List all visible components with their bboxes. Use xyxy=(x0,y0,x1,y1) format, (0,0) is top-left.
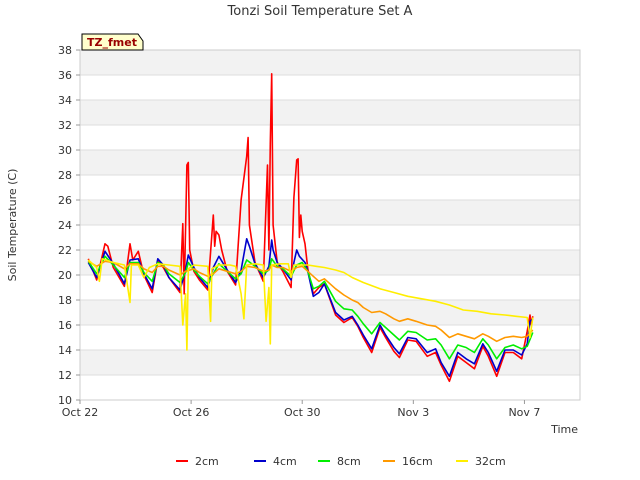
plot-bands xyxy=(80,50,580,375)
y-tick-label: 38 xyxy=(58,44,72,57)
series-line-4cm xyxy=(87,238,534,378)
legend: 2cm 4cm 8cm 16cm 32cm xyxy=(176,455,506,468)
plot-band xyxy=(80,200,580,225)
y-tick-label: 16 xyxy=(58,319,72,332)
series-line-16cm xyxy=(87,260,534,343)
grid-lines xyxy=(80,49,580,401)
x-tick-label: Oct 22 xyxy=(62,406,99,419)
legend-label: 4cm xyxy=(273,455,297,468)
x-tick-label: Nov 7 xyxy=(508,406,540,419)
x-tick-label: Oct 26 xyxy=(173,406,210,419)
legend-item-8cm: 8cm xyxy=(318,455,361,468)
y-tick-label: 26 xyxy=(58,194,72,207)
legend-label: 2cm xyxy=(195,455,219,468)
y-tick-label: 36 xyxy=(58,69,72,82)
y-tick-label: 12 xyxy=(58,369,72,382)
legend-item-32cm: 32cm xyxy=(456,455,506,468)
y-axis: 10 12 14 16 18 20 22 24 26 28 30 32 34 36 38 xyxy=(58,44,80,407)
legend-label: 8cm xyxy=(337,455,361,468)
x-tick-label: Oct 30 xyxy=(284,406,321,419)
y-tick-label: 20 xyxy=(58,269,72,282)
x-axis: Oct 22 Oct 26 Oct 30 Nov 3 Nov 7 xyxy=(62,400,540,419)
plot-band xyxy=(80,100,580,125)
y-tick-label: 14 xyxy=(58,344,72,357)
legend-label: 32cm xyxy=(475,455,506,468)
x-tick-label: Nov 3 xyxy=(397,406,429,419)
series-lines xyxy=(87,73,534,383)
x-axis-label: Time xyxy=(550,423,578,436)
y-axis-label: Soil Temperature (C) xyxy=(6,169,19,282)
y-tick-label: 30 xyxy=(58,144,72,157)
legend-item-4cm: 4cm xyxy=(254,455,297,468)
y-tick-label: 18 xyxy=(58,294,72,307)
y-tick-label: 24 xyxy=(58,219,72,232)
badge-label: TZ_fmet xyxy=(87,36,137,49)
y-tick-label: 28 xyxy=(58,169,72,182)
chart-title: Tonzi Soil Temperature Set A xyxy=(227,4,413,19)
plot-band xyxy=(80,50,580,75)
plot-band xyxy=(80,300,580,325)
legend-item-16cm: 16cm xyxy=(383,455,433,468)
series-line-8cm xyxy=(87,255,534,360)
y-tick-label: 10 xyxy=(58,394,72,407)
plot-band xyxy=(80,150,580,175)
legend-item-2cm: 2cm xyxy=(176,455,219,468)
legend-label: 16cm xyxy=(402,455,433,468)
chart-badge: TZ_fmet xyxy=(81,33,144,51)
y-tick-label: 34 xyxy=(58,94,72,107)
y-tick-label: 32 xyxy=(58,119,72,132)
plot-band xyxy=(80,250,580,275)
series-line-32cm xyxy=(87,257,534,351)
y-tick-label: 22 xyxy=(58,244,72,257)
